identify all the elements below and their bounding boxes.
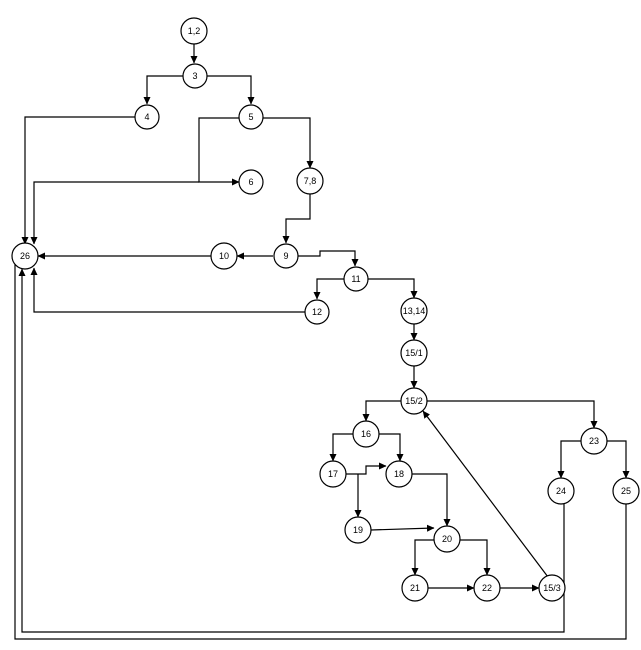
node-4: 4	[134, 104, 160, 130]
node-21: 21	[401, 574, 429, 602]
node-label: 3	[192, 71, 197, 81]
node-label: 12	[312, 307, 322, 317]
node-1-2: 1,2	[180, 17, 208, 45]
edge-11-to-13-14	[368, 278, 418, 299]
edge-19-to-20	[370, 524, 435, 532]
edge-15-3-to-15-2	[422, 410, 549, 578]
edge-9-to-11	[298, 250, 359, 267]
node-25: 25	[612, 477, 640, 505]
node-5: 5	[238, 104, 264, 130]
node-label: 4	[144, 112, 149, 122]
node-24: 24	[547, 477, 575, 505]
node-11: 11	[343, 266, 369, 292]
node-26: 26	[11, 242, 39, 270]
edge-11-to-12	[313, 278, 345, 300]
node-15-2: 15/2	[400, 387, 428, 415]
node-6: 6	[238, 169, 264, 195]
node-17: 17	[319, 460, 347, 488]
edge-23-to-24	[557, 440, 581, 479]
node-label: 7,8	[304, 176, 317, 186]
edge-15-2-to-16	[362, 400, 401, 422]
node-15-3: 15/3	[538, 574, 566, 602]
edge-5-to-7-8	[263, 117, 314, 169]
edge-17-to-18	[346, 462, 387, 475]
node-label: 18	[394, 469, 404, 479]
nodes: 1,2 3 4 5 6 7,8 9 10	[11, 17, 640, 602]
node-label: 16	[361, 429, 371, 439]
edge-12-to-26	[30, 267, 305, 313]
node-label: 17	[328, 469, 338, 479]
node-label: 23	[589, 436, 599, 446]
edge-18-to-20	[412, 473, 451, 527]
edges	[11, 44, 630, 640]
node-label: 1,2	[188, 26, 201, 36]
node-3: 3	[182, 63, 208, 89]
edge-16-to-18	[379, 433, 404, 462]
edge-3-to-4	[143, 75, 184, 105]
node-label: 13,14	[403, 306, 426, 316]
node-label: 15/1	[405, 348, 423, 358]
node-7-8: 7,8	[296, 167, 324, 195]
node-label: 9	[283, 251, 288, 261]
edge-7-8-to-9	[282, 194, 311, 244]
edge-6-to-26	[30, 181, 199, 245]
node-19: 19	[344, 516, 372, 544]
node-label: 10	[219, 251, 229, 261]
node-label: 15/2	[405, 396, 423, 406]
node-13-14: 13,14	[400, 297, 428, 325]
node-label: 21	[410, 583, 420, 593]
node-23: 23	[580, 427, 608, 455]
node-label: 24	[556, 486, 566, 496]
node-20: 20	[433, 525, 461, 553]
node-label: 6	[248, 177, 253, 187]
node-18: 18	[385, 460, 413, 488]
edge-4-to-26	[21, 116, 135, 245]
node-label: 11	[351, 274, 360, 284]
node-16: 16	[352, 420, 380, 448]
node-label: 5	[248, 112, 253, 122]
edge-5-to-6	[198, 117, 240, 186]
edge-20-to-22	[460, 539, 491, 576]
node-22: 22	[473, 574, 501, 602]
node-12: 12	[304, 299, 330, 325]
node-label: 22	[482, 583, 492, 593]
edge-15-2-to-23	[427, 400, 598, 429]
node-9: 9	[273, 243, 299, 269]
node-label: 20	[442, 534, 452, 544]
node-label: 26	[20, 251, 30, 261]
edge-20-to-21	[411, 539, 434, 576]
node-label: 25	[621, 486, 631, 496]
edge-24-to-26	[18, 268, 565, 633]
edge-23-to-25	[607, 440, 630, 479]
edge-3-to-5	[206, 75, 255, 105]
edge-16-to-17	[329, 433, 353, 462]
node-label: 19	[353, 525, 363, 535]
node-label: 15/3	[543, 583, 561, 593]
node-10: 10	[210, 242, 238, 270]
node-15-1: 15/1	[400, 339, 428, 367]
